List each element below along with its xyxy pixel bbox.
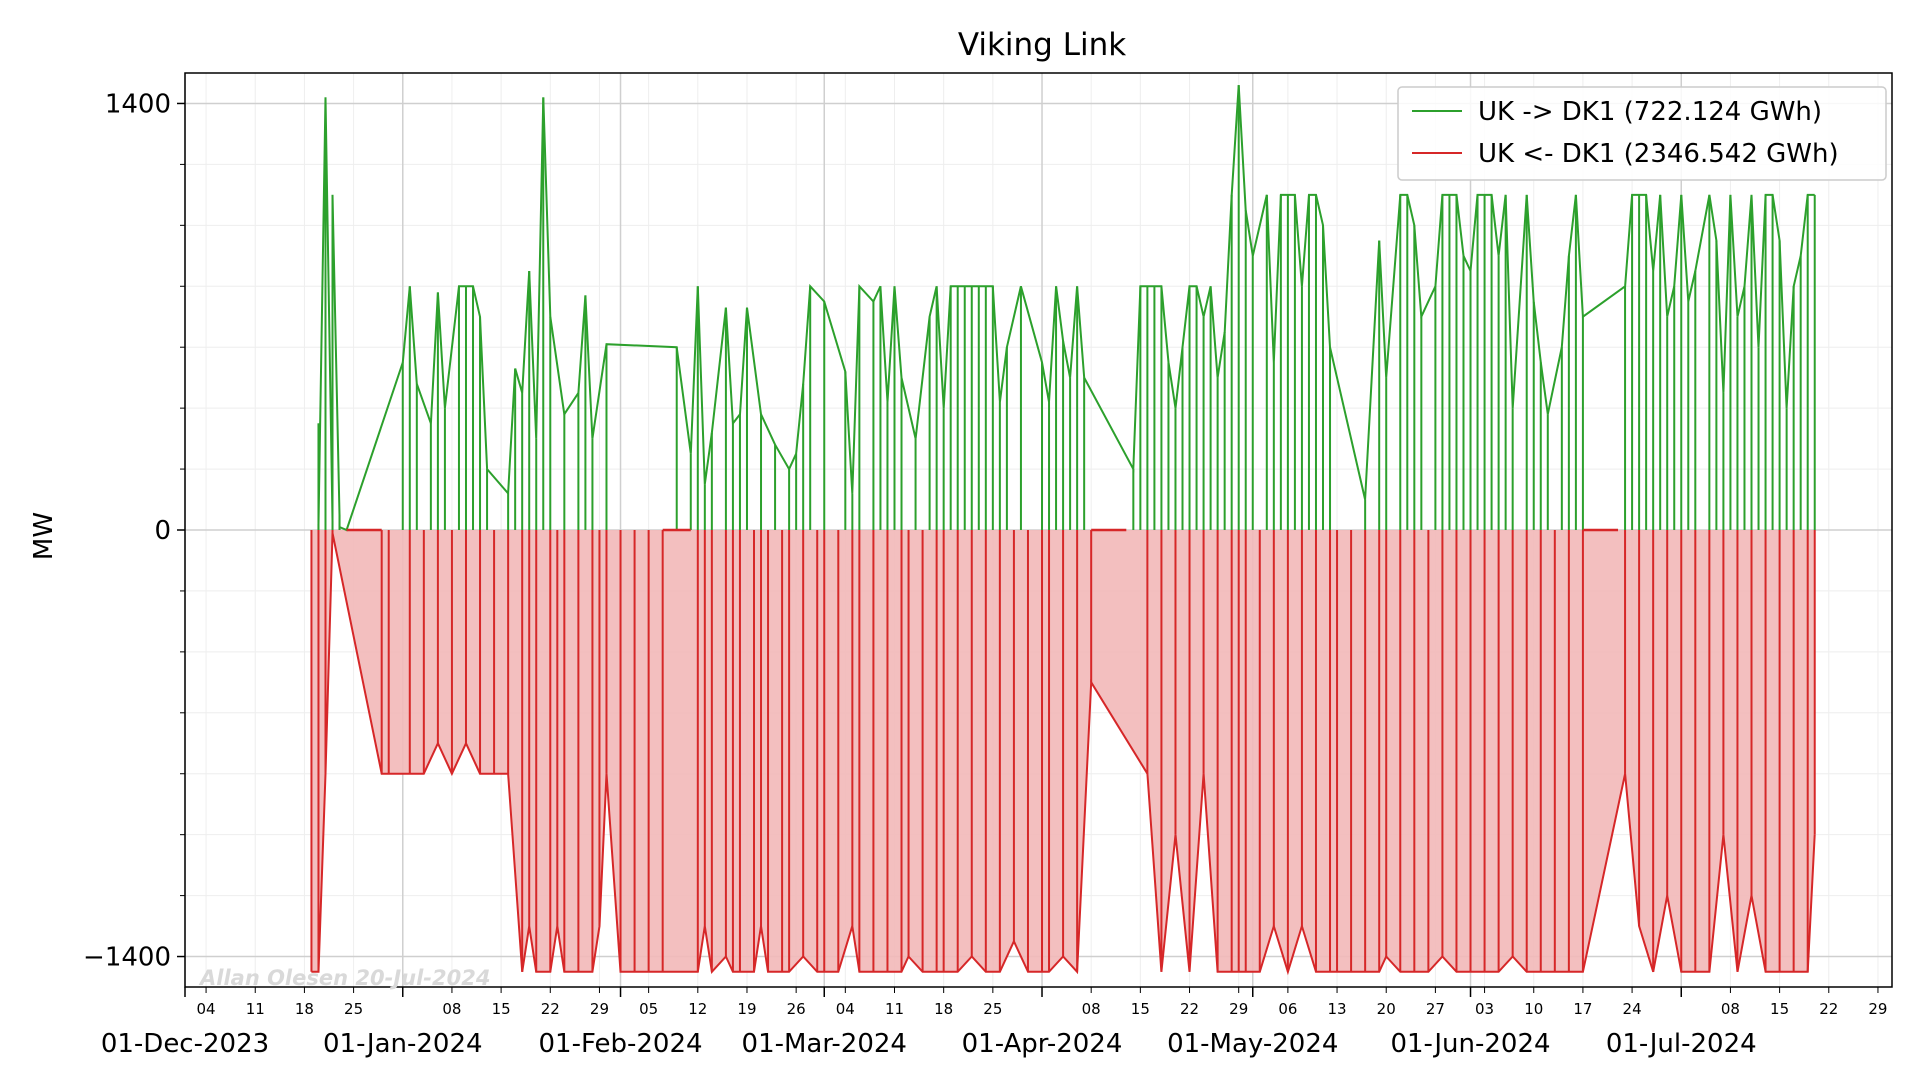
x-minor-tick-label: 15 [1770,1000,1789,1018]
x-minor-tick-label: 04 [197,1000,216,1018]
x-minor-tick-label: 24 [1623,1000,1642,1018]
x-minor-tick-label: 29 [590,1000,609,1018]
ticks: −1400 0 1400 01-Dec-2023 01-Jan-2024 01-Feb-2… [83,89,1887,1059]
legend: UK -> DK1 (722.124 GWh) UK <- DK1 (2346.5… [1397,86,1887,181]
x-minor-tick-label: 05 [639,1000,658,1018]
x-major-tick-label: 01-Jul-2024 [1606,1029,1757,1059]
x-minor-tick-label: 15 [492,1000,511,1018]
legend-entry: UK <- DK1 (2346.542 GWh) [1478,139,1839,169]
x-minor-tick-label: 20 [1377,1000,1396,1018]
x-minor-tick-label: 18 [295,1000,314,1018]
x-minor-tick-label: 08 [1082,1000,1101,1018]
legend-entry: UK -> DK1 (722.124 GWh) [1478,97,1822,127]
x-minor-tick-label: 29 [1229,1000,1248,1018]
x-minor-tick-label: 22 [1180,1000,1199,1018]
x-minor-tick-label: 11 [885,1000,904,1018]
x-major-tick-label: 01-Dec-2023 [101,1029,269,1059]
x-minor-tick-label: 06 [1278,1000,1297,1018]
y-tick-label: 0 [154,516,171,546]
x-minor-tick-label: 18 [934,1000,953,1018]
x-minor-tick-label: 19 [737,1000,756,1018]
x-minor-tick-label: 03 [1475,1000,1494,1018]
x-minor-tick-label: 04 [836,1000,855,1018]
x-minor-tick-label: 08 [1721,1000,1740,1018]
x-major-tick-label: 01-Feb-2024 [538,1029,702,1059]
y-tick-label: −1400 [83,943,171,973]
chart-title: Viking Link [958,27,1126,63]
series-line-uk-from-dk1 [311,532,1816,976]
series-line-uk-to-dk1 [317,85,1815,532]
y-tick-label: 1400 [105,89,171,119]
x-minor-tick-label: 25 [983,1000,1002,1018]
x-minor-tick-label: 08 [442,1000,461,1018]
x-major-tick-label: 01-Jan-2024 [323,1029,483,1059]
x-minor-tick-label: 29 [1868,1000,1887,1018]
x-minor-tick-label: 27 [1426,1000,1445,1018]
x-major-tick-label: 01-May-2024 [1167,1029,1338,1059]
x-major-tick-label: 01-Apr-2024 [962,1029,1123,1059]
x-minor-tick-label: 15 [1131,1000,1150,1018]
y-axis-label: MW [29,512,59,560]
series-lines [310,85,1816,976]
x-minor-tick-label: 12 [688,1000,707,1018]
watermark: Allan Olesen 20-Jul-2024 [198,966,490,990]
x-minor-tick-label: 22 [1819,1000,1838,1018]
x-minor-tick-label: 17 [1573,1000,1592,1018]
legend-box [1397,86,1887,181]
x-minor-tick-label: 25 [344,1000,363,1018]
x-major-tick-label: 01-Jun-2024 [1390,1029,1550,1059]
x-major-tick-label: 01-Mar-2024 [742,1029,907,1059]
x-minor-tick-label: 26 [787,1000,806,1018]
x-minor-tick-label: 11 [246,1000,265,1018]
x-minor-tick-label: 13 [1328,1000,1347,1018]
x-minor-tick-label: 10 [1524,1000,1543,1018]
x-minor-tick-label: 22 [541,1000,560,1018]
